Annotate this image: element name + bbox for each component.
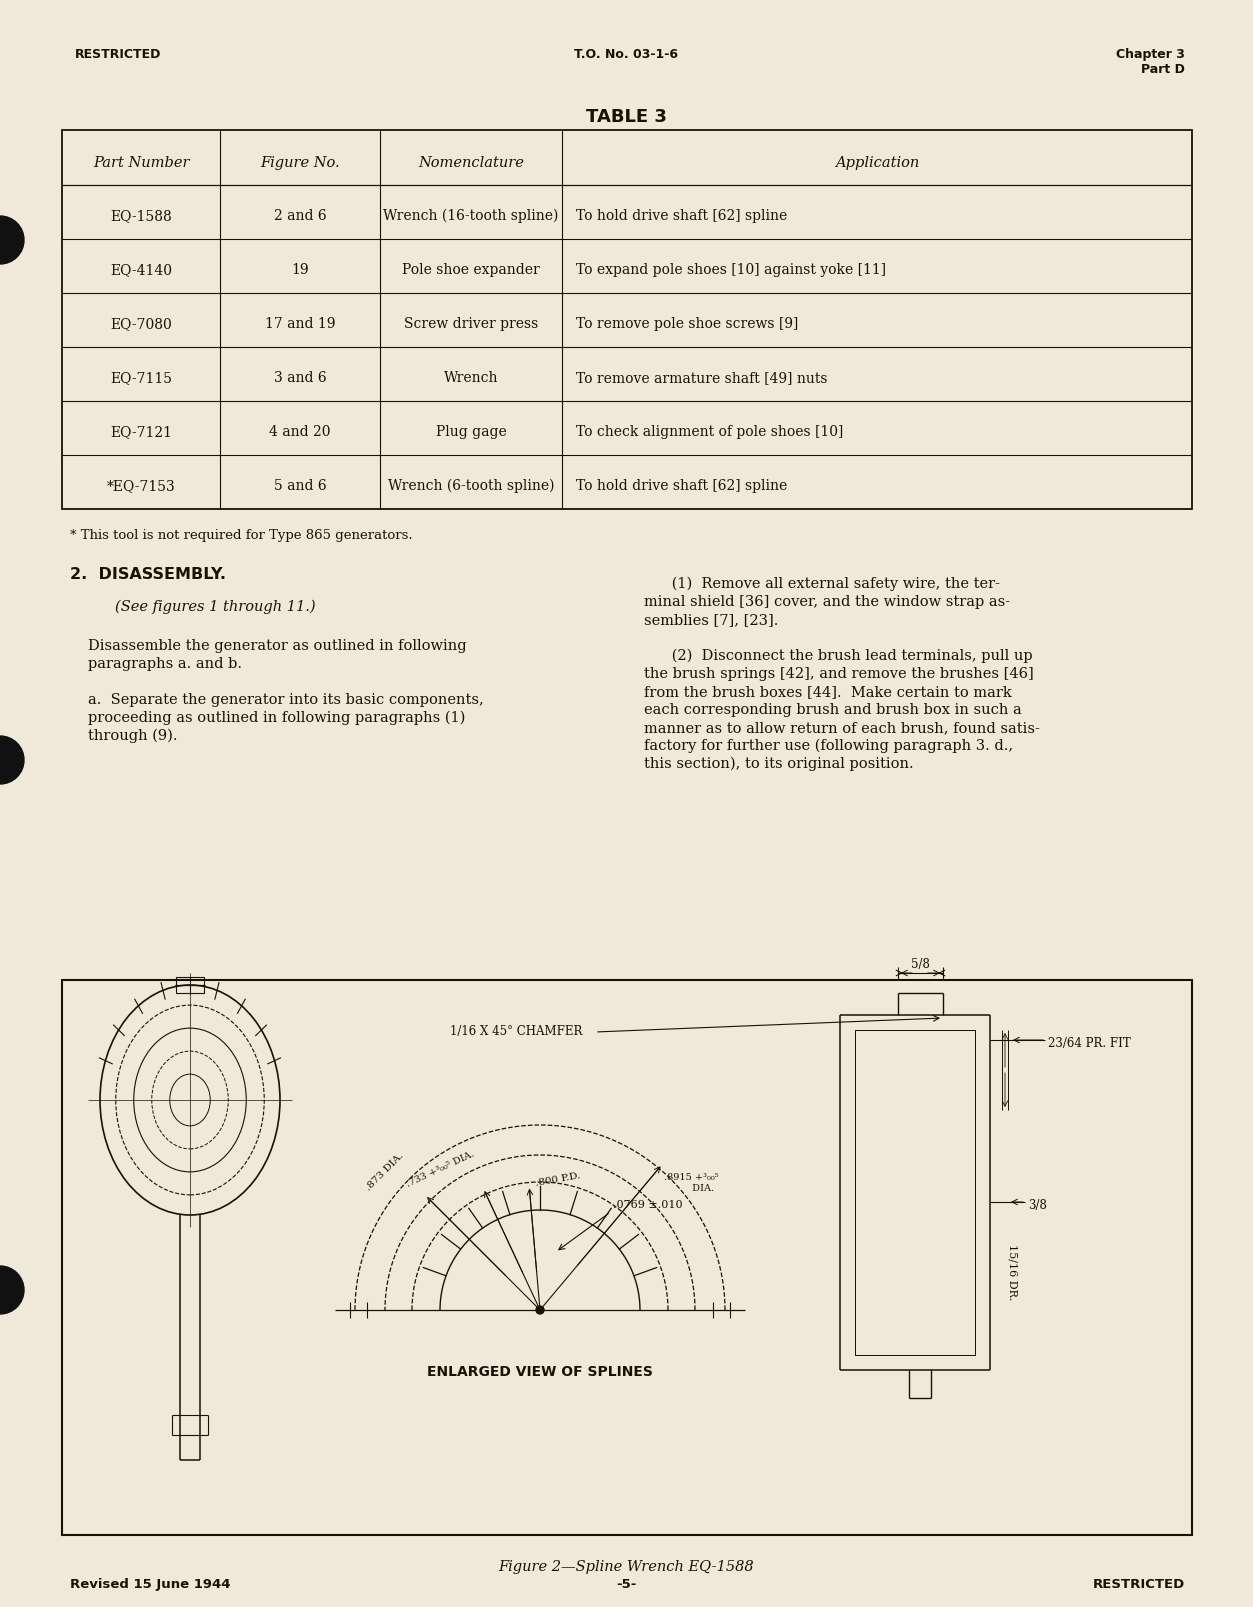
Text: each corresponding brush and brush box in such a: each corresponding brush and brush box i… [644,702,1021,717]
Text: EQ-7115: EQ-7115 [110,371,172,386]
Text: Chapter 3: Chapter 3 [1116,48,1185,61]
Text: 3 and 6: 3 and 6 [273,371,326,386]
Text: a.  Separate the generator into its basic components,: a. Separate the generator into its basic… [88,693,484,707]
Text: T.O. No. 03-1-6: T.O. No. 03-1-6 [574,48,678,61]
Text: 4 and 20: 4 and 20 [269,424,331,439]
Text: 17 and 19: 17 and 19 [264,317,336,331]
Text: Part D: Part D [1141,63,1185,76]
Text: EQ-7121: EQ-7121 [110,424,172,439]
Text: Disassemble the generator as outlined in following: Disassemble the generator as outlined in… [88,640,466,652]
Text: To hold drive shaft [62] spline: To hold drive shaft [62] spline [576,479,787,493]
Text: .800 P.D.: .800 P.D. [535,1172,581,1189]
Text: Wrench: Wrench [444,371,499,386]
Text: 1/16 X 45° CHAMFER: 1/16 X 45° CHAMFER [450,1025,583,1038]
Text: TABLE 3: TABLE 3 [585,108,667,125]
Text: * This tool is not required for Type 865 generators.: * This tool is not required for Type 865… [70,529,412,542]
Text: 23/64 PR. FIT: 23/64 PR. FIT [1048,1037,1130,1049]
Text: .873 DIA.: .873 DIA. [365,1151,406,1192]
Text: Nomenclature: Nomenclature [419,156,524,170]
Text: RESTRICTED: RESTRICTED [75,48,162,61]
Text: EQ-1588: EQ-1588 [110,209,172,223]
Text: To remove armature shaft [49] nuts: To remove armature shaft [49] nuts [576,371,827,386]
Text: Pole shoe expander: Pole shoe expander [402,264,540,276]
Text: 3/8: 3/8 [1027,1199,1046,1212]
Text: 5/8: 5/8 [911,958,930,971]
Text: Figure 2—Spline Wrench EQ-1588: Figure 2—Spline Wrench EQ-1588 [499,1560,754,1573]
Text: Plug gage: Plug gage [436,424,506,439]
Text: To hold drive shaft [62] spline: To hold drive shaft [62] spline [576,209,787,223]
Text: 2 and 6: 2 and 6 [273,209,326,223]
Circle shape [0,736,24,784]
Circle shape [0,1266,24,1315]
Text: EQ-4140: EQ-4140 [110,264,172,276]
Bar [61,130,1192,509]
Text: Application: Application [834,156,920,170]
Text: 15/16 DR.: 15/16 DR. [1007,1244,1017,1300]
Text: To remove pole shoe screws [9]: To remove pole shoe screws [9] [576,317,798,331]
Text: Figure No.: Figure No. [261,156,340,170]
Text: (See figures 1 through 11.): (See figures 1 through 11.) [115,599,316,614]
Text: 5 and 6: 5 and 6 [273,479,326,493]
Text: 19: 19 [291,264,308,276]
Text: semblies [7], [23].: semblies [7], [23]. [644,612,778,627]
Text: 2.  DISASSEMBLY.: 2. DISASSEMBLY. [70,567,226,582]
Text: To expand pole shoes [10] against yoke [11]: To expand pole shoes [10] against yoke [… [576,264,886,276]
Text: this section), to its original position.: this section), to its original position. [644,757,913,771]
Text: manner as to allow return of each brush, found satis-: manner as to allow return of each brush,… [644,722,1040,734]
Text: minal shield [36] cover, and the window strap as-: minal shield [36] cover, and the window … [644,595,1010,609]
Text: Screw driver press: Screw driver press [403,317,538,331]
Text: proceeding as outlined in following paragraphs (1): proceeding as outlined in following para… [88,710,465,725]
Text: -5-: -5- [615,1578,637,1591]
Text: (2)  Disconnect the brush lead terminals, pull up: (2) Disconnect the brush lead terminals,… [644,649,1032,664]
Text: .8915 +³₀₀⁵
         DIA.: .8915 +³₀₀⁵ DIA. [664,1173,718,1192]
Text: paragraphs a. and b.: paragraphs a. and b. [88,657,242,672]
Text: factory for further use (following paragraph 3. d.,: factory for further use (following parag… [644,739,1014,754]
Circle shape [0,215,24,264]
Text: .0769 ±.010: .0769 ±.010 [613,1200,682,1210]
Bar [61,980,1192,1535]
Text: *EQ-7153: *EQ-7153 [107,479,175,493]
Text: Wrench (16-tooth spline): Wrench (16-tooth spline) [383,209,559,223]
Text: Wrench (6-tooth spline): Wrench (6-tooth spline) [387,479,554,493]
Text: the brush springs [42], and remove the brushes [46]: the brush springs [42], and remove the b… [644,667,1034,681]
Text: EQ-7080: EQ-7080 [110,317,172,331]
Text: (1)  Remove all external safety wire, the ter-: (1) Remove all external safety wire, the… [644,577,1000,591]
Text: Part Number: Part Number [93,156,189,170]
Text: .733 +³₀₀⁵ DIA.: .733 +³₀₀⁵ DIA. [405,1149,476,1189]
Circle shape [536,1306,544,1315]
Text: from the brush boxes [44].  Make certain to mark: from the brush boxes [44]. Make certain … [644,685,1011,699]
Text: RESTRICTED: RESTRICTED [1093,1578,1185,1591]
Text: through (9).: through (9). [88,730,178,744]
Text: To check alignment of pole shoes [10]: To check alignment of pole shoes [10] [576,424,843,439]
Text: Revised 15 June 1944: Revised 15 June 1944 [70,1578,231,1591]
Text: ENLARGED VIEW OF SPLINES: ENLARGED VIEW OF SPLINES [427,1364,653,1379]
Bar [175,977,204,993]
